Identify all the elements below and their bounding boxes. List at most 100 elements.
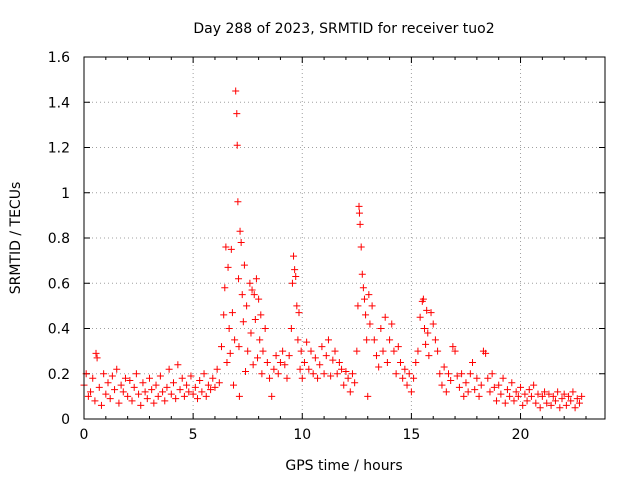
data-point (355, 202, 363, 210)
data-point (297, 347, 305, 355)
data-point (536, 404, 544, 412)
y-tick-label: 1 (61, 186, 70, 202)
data-point (285, 352, 293, 360)
data-point (366, 320, 374, 328)
y-tick-label: 0.4 (48, 322, 70, 338)
data-point (322, 352, 330, 360)
data-point (242, 367, 250, 375)
data-point (364, 392, 372, 400)
data-point (329, 356, 337, 364)
data-point (458, 370, 466, 378)
data-point (390, 347, 398, 355)
data-point (414, 347, 422, 355)
data-point (383, 358, 391, 366)
data-point (92, 349, 100, 357)
data-point (128, 397, 136, 405)
data-point (422, 340, 430, 348)
data-point (305, 365, 313, 373)
data-point (220, 311, 228, 319)
data-point (340, 381, 348, 389)
data-point (272, 352, 280, 360)
data-point (346, 388, 354, 396)
data-point (218, 343, 226, 351)
data-point (223, 358, 231, 366)
data-point (225, 325, 233, 332)
data-point (139, 379, 147, 387)
x-axis-label: GPS time / hours (285, 458, 402, 474)
data-point (360, 295, 368, 303)
data-point (198, 388, 206, 396)
data-point (176, 386, 184, 394)
data-point (460, 392, 468, 400)
data-point (438, 381, 446, 389)
data-point (571, 404, 579, 412)
data-point (209, 374, 217, 382)
x-tick-label: 10 (293, 427, 311, 443)
data-point (104, 379, 112, 387)
data-point (530, 381, 538, 389)
data-point (113, 365, 121, 373)
data-point (132, 370, 140, 378)
data-point (379, 347, 387, 355)
data-point (554, 388, 562, 396)
data-point (148, 386, 156, 394)
data-point (191, 383, 199, 391)
data-point (224, 263, 232, 271)
data-point (551, 397, 559, 405)
data-point (351, 379, 359, 387)
data-point (523, 397, 531, 405)
data-point (251, 315, 259, 323)
data-point (477, 381, 485, 389)
data-point (117, 381, 125, 389)
data-point (449, 343, 457, 351)
data-point (356, 220, 364, 228)
data-point (388, 320, 396, 328)
data-point (355, 209, 363, 217)
data-point (290, 252, 298, 260)
data-point (445, 370, 453, 378)
data-point (436, 370, 444, 378)
x-tick-label: 0 (80, 427, 89, 443)
data-point (431, 336, 439, 344)
data-point (298, 374, 306, 382)
data-point (294, 336, 302, 344)
data-point (532, 399, 540, 407)
data-point (235, 343, 243, 351)
data-point (226, 349, 234, 357)
data-point (419, 295, 427, 303)
data-point (296, 365, 304, 373)
data-point (357, 243, 365, 251)
x-tick-label: 15 (402, 427, 420, 443)
data-point (475, 392, 483, 400)
data-point (202, 392, 210, 400)
data-point (293, 302, 301, 310)
data-point (235, 392, 243, 400)
data-point (252, 275, 260, 283)
data-point (543, 399, 551, 407)
data-point (108, 372, 116, 380)
data-point (517, 383, 525, 391)
data-point (255, 295, 263, 303)
y-tick-label: 0.8 (48, 231, 70, 247)
data-point (233, 141, 241, 149)
data-point (266, 374, 274, 382)
data-point (335, 358, 343, 366)
data-point (486, 388, 494, 396)
data-point (137, 401, 145, 409)
data-point (396, 358, 404, 366)
data-point (228, 309, 236, 317)
data-point (490, 383, 498, 391)
data-point (238, 291, 246, 299)
data-point (575, 399, 583, 407)
data-point (324, 336, 332, 344)
data-point (211, 383, 219, 391)
data-point (399, 374, 407, 382)
data-point (183, 381, 191, 389)
data-point (471, 386, 479, 394)
data-point (111, 386, 119, 394)
data-point (372, 352, 380, 360)
data-point (407, 388, 415, 396)
data-point (221, 284, 229, 292)
data-point (288, 279, 296, 287)
